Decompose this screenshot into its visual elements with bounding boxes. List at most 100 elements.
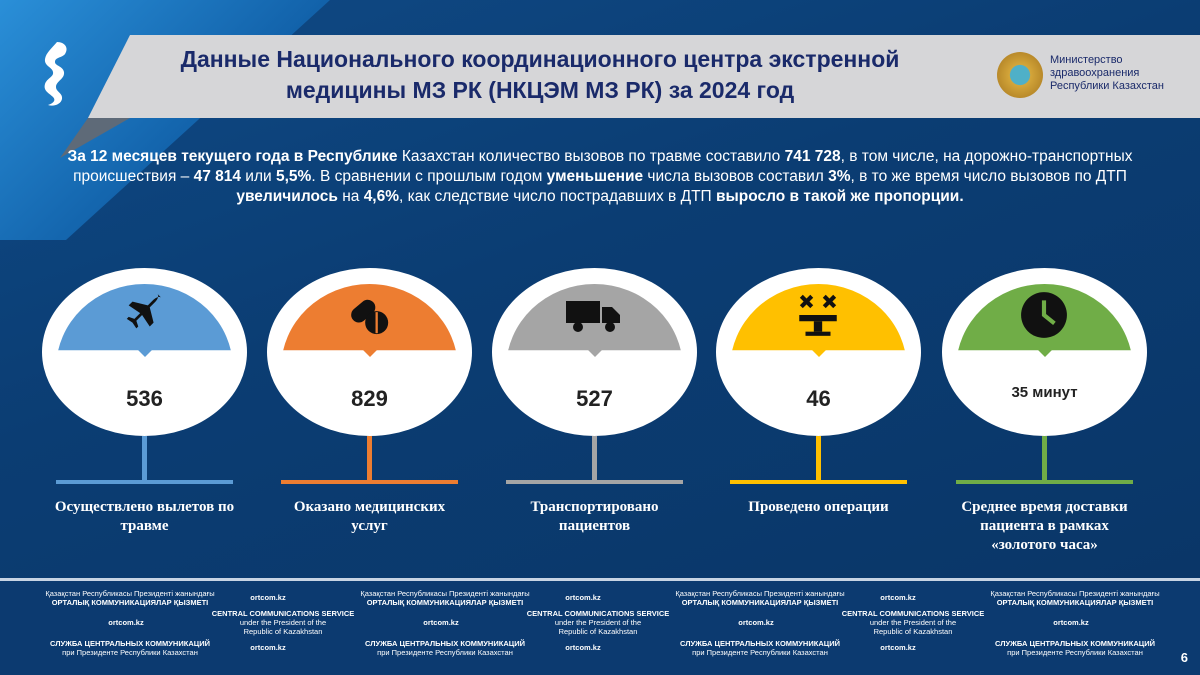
footer-text: Қазақстан Республикасы Президенті жанынд… bbox=[360, 589, 529, 607]
footer-text: CENTRAL COMMUNICATIONS SERVICE under the … bbox=[527, 609, 670, 636]
pointer bbox=[361, 348, 379, 357]
footer-line: ОРТАЛЫҚ КОММУНИКАЦИЯЛАР ҚЫЗМЕТІ bbox=[996, 598, 1154, 607]
footer-site: ortcom.kz bbox=[738, 618, 773, 627]
footer-line: СЛУЖБА ЦЕНТРАЛЬНЫХ КОММУНИКАЦИЙ bbox=[994, 639, 1156, 648]
stat-value: 829 bbox=[351, 386, 388, 411]
footer-line: Қазақстан Республикасы Президенті жанынд… bbox=[990, 589, 1160, 598]
footer-text: СЛУЖБА ЦЕНТРАЛЬНЫХ КОММУНИКАЦИЙ при Прези… bbox=[680, 639, 840, 657]
footer-line: СЛУЖБА ЦЕНТРАЛЬНЫХ КОММУНИКАЦИЙ bbox=[679, 639, 841, 648]
stat-card: 35 минут Среднее время доставки пациента… bbox=[942, 268, 1147, 553]
footer-line: ortcom.kz bbox=[250, 593, 286, 602]
footer-line: Republic of Kazakhstan bbox=[558, 627, 638, 636]
footer-site: ortcom.kz bbox=[880, 593, 915, 602]
footer-line: under the President of the bbox=[554, 618, 642, 627]
stat-label: Осуществлено вылетов по травме bbox=[54, 499, 235, 534]
footer-site: ortcom.kz bbox=[1053, 618, 1088, 627]
footer-line: Қазақстан Республикасы Президенті жанынд… bbox=[360, 589, 530, 598]
title-line: Данные Национального координационного це… bbox=[180, 46, 900, 72]
footer-line: при Президенте Республики Казахстан bbox=[377, 648, 513, 657]
footer-line: ortcom.kz bbox=[880, 643, 916, 652]
footer-line: при Президенте Республики Казахстан bbox=[1007, 648, 1143, 657]
footer-line: ortcom.kz bbox=[250, 643, 286, 652]
footer-line: ОРТАЛЫҚ КОММУНИКАЦИЯЛАР ҚЫЗМЕТІ bbox=[681, 598, 839, 607]
footer-line: ortcom.kz bbox=[738, 618, 774, 627]
footer-text: Қазақстан Республикасы Президенті жанынд… bbox=[45, 589, 214, 607]
stat-value: 527 bbox=[576, 386, 613, 411]
footer-line: ortcom.kz bbox=[565, 593, 601, 602]
page-number: 6 bbox=[1180, 650, 1188, 665]
state-emblem-icon bbox=[997, 52, 1043, 98]
stat-oval: 527 bbox=[492, 268, 697, 436]
stat-value: 536 bbox=[126, 386, 163, 411]
footer-line: ОРТАЛЫҚ КОММУНИКАЦИЯЛАР ҚЫЗМЕТІ bbox=[366, 598, 524, 607]
footer-site: ortcom.kz bbox=[108, 618, 143, 627]
footer-line: при Президенте Республики Казахстан bbox=[62, 648, 198, 657]
operating-table-icon bbox=[788, 290, 848, 340]
stat-card: 829 Оказано медицинских услуг bbox=[267, 268, 472, 534]
stat-label: Транспортировано пациентов bbox=[530, 499, 659, 534]
ministry-line: Министерство bbox=[1050, 54, 1123, 66]
truck-icon bbox=[564, 290, 624, 340]
airplane-icon bbox=[114, 290, 174, 340]
footer-line: СЛУЖБА ЦЕНТРАЛЬНЫХ КОММУНИКАЦИЙ bbox=[364, 639, 526, 648]
stat-card: 527 Транспортировано пациентов bbox=[492, 268, 697, 534]
connector-stem bbox=[816, 436, 821, 482]
footer-line: Republic of Kazakhstan bbox=[243, 627, 323, 636]
intro-paragraph: За 12 месяцев текущего года в Республике… bbox=[67, 148, 1133, 205]
stat-label: Оказано медицинских услуг bbox=[293, 499, 446, 534]
connector-stem bbox=[1042, 436, 1047, 482]
ministry-line: Республики Казахстан bbox=[1050, 80, 1164, 92]
footer-line: under the President of the bbox=[239, 618, 327, 627]
footer-line: CENTRAL COMMUNICATIONS SERVICE bbox=[211, 609, 355, 618]
footer-text: СЛУЖБА ЦЕНТРАЛЬНЫХ КОММУНИКАЦИЙ при Прези… bbox=[995, 639, 1155, 657]
clock-icon bbox=[1014, 290, 1074, 340]
connector-line bbox=[956, 480, 1133, 484]
footer-text: Қазақстан Республикасы Президенті жанынд… bbox=[675, 589, 844, 607]
footer-line: ОРТАЛЫҚ КОММУНИКАЦИЯЛАР ҚЫЗМЕТІ bbox=[51, 598, 209, 607]
footer-site: ortcom.kz bbox=[423, 618, 458, 627]
footer-line: ortcom.kz bbox=[108, 618, 144, 627]
stat-value: 35 минут bbox=[1011, 384, 1078, 401]
footer-site: ortcom.kz bbox=[250, 643, 285, 652]
stat-label: Среднее время доставки пациента в рамках… bbox=[961, 499, 1128, 553]
footer-line: CENTRAL COMMUNICATIONS SERVICE bbox=[841, 609, 985, 618]
connector-line bbox=[506, 480, 683, 484]
connector-line bbox=[56, 480, 233, 484]
pointer bbox=[136, 348, 154, 357]
stat-label: Проведено операции bbox=[748, 499, 889, 515]
footer-text: CENTRAL COMMUNICATIONS SERVICE under the … bbox=[842, 609, 985, 636]
title-line: медицины МЗ РК (НКЦЭМ МЗ РК) за 2024 год bbox=[285, 77, 795, 103]
stat-card: 536 Осуществлено вылетов по травме bbox=[42, 268, 247, 534]
stat-oval: 829 bbox=[267, 268, 472, 436]
footer-line: ortcom.kz bbox=[1053, 618, 1089, 627]
stat-oval: 536 bbox=[42, 268, 247, 436]
stat-card: 46 Проведено операции bbox=[716, 268, 921, 515]
pointer bbox=[1036, 348, 1054, 357]
pills-icon bbox=[339, 290, 399, 340]
snow-leopard-logo-icon bbox=[44, 42, 67, 106]
connector-stem bbox=[142, 436, 147, 482]
footer-line: при Президенте Республики Казахстан bbox=[692, 648, 828, 657]
footer-line: ortcom.kz bbox=[423, 618, 459, 627]
footer-site: ortcom.kz bbox=[565, 593, 600, 602]
footer-text: СЛУЖБА ЦЕНТРАЛЬНЫХ КОММУНИКАЦИЙ при Прези… bbox=[50, 639, 210, 657]
pointer bbox=[810, 348, 828, 357]
footer-text: CENTRAL COMMUNICATIONS SERVICE under the … bbox=[212, 609, 355, 636]
footer-line: CENTRAL COMMUNICATIONS SERVICE bbox=[526, 609, 670, 618]
stat-oval: 46 bbox=[716, 268, 921, 436]
ministry-line: здравоохранения bbox=[1050, 67, 1140, 79]
footer-site: ortcom.kz bbox=[250, 593, 285, 602]
footer-line: ortcom.kz bbox=[565, 643, 601, 652]
pointer bbox=[586, 348, 604, 357]
footer-text: СЛУЖБА ЦЕНТРАЛЬНЫХ КОММУНИКАЦИЙ при Прези… bbox=[365, 639, 525, 657]
footer-line: under the President of the bbox=[869, 618, 957, 627]
footer-text: Қазақстан Республикасы Президенті жанынд… bbox=[990, 589, 1159, 607]
connector-stem bbox=[367, 436, 372, 482]
connector-stem bbox=[592, 436, 597, 482]
footer-line: Қазақстан Республикасы Президенті жанынд… bbox=[675, 589, 845, 598]
footer-site: ortcom.kz bbox=[880, 643, 915, 652]
connector-line bbox=[281, 480, 458, 484]
footer-line: ortcom.kz bbox=[880, 593, 916, 602]
footer-line: Republic of Kazakhstan bbox=[873, 627, 953, 636]
stat-value: 46 bbox=[806, 386, 831, 411]
